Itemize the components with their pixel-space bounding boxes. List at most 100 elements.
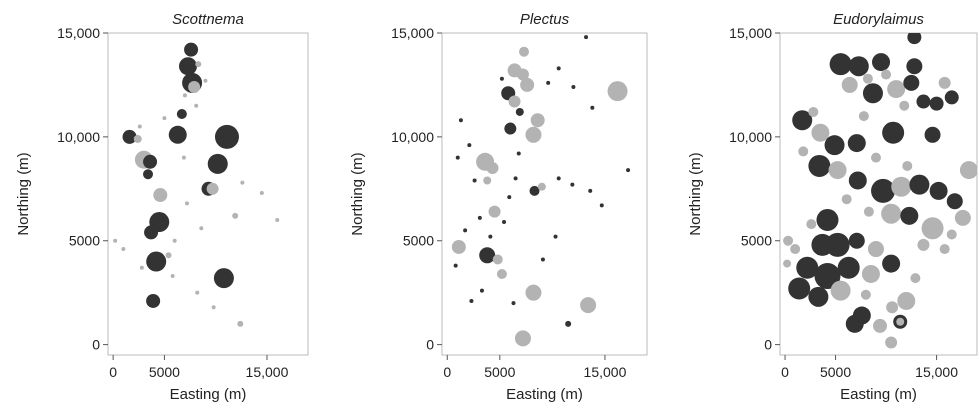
data-point xyxy=(825,232,850,257)
data-point xyxy=(929,96,944,111)
data-point xyxy=(525,284,542,301)
x-axis-label: Easting (m) xyxy=(840,386,917,403)
data-point xyxy=(897,291,916,310)
data-point xyxy=(519,46,529,57)
data-point xyxy=(814,263,841,290)
data-point xyxy=(504,122,517,135)
y-tick-label: 15,000 xyxy=(57,25,100,41)
data-point xyxy=(792,110,813,131)
panel-title: Eudorylaimus xyxy=(833,11,924,28)
data-point xyxy=(479,247,496,264)
x-tick-label: 5000 xyxy=(484,364,515,380)
data-point xyxy=(172,238,177,243)
data-point xyxy=(858,111,869,122)
data-point xyxy=(203,78,208,83)
data-point xyxy=(508,95,521,108)
y-axis-label: Northing (m) xyxy=(15,152,32,235)
data-point xyxy=(453,263,458,268)
data-point xyxy=(830,280,851,301)
data-point xyxy=(259,190,264,195)
data-point xyxy=(848,171,867,190)
data-point xyxy=(502,220,507,225)
points-layer xyxy=(113,42,280,327)
data-point xyxy=(525,126,542,143)
data-point xyxy=(570,182,575,187)
data-point xyxy=(783,235,794,246)
panel-3: Eudorylaimus 0 5000 10,000 15,000 0 5000 15,000… xyxy=(687,11,978,403)
data-point xyxy=(143,169,153,180)
points-layer xyxy=(783,33,977,349)
data-point xyxy=(146,251,167,272)
data-point xyxy=(829,53,852,76)
data-point xyxy=(182,93,187,98)
x-tick-label: 0 xyxy=(781,364,789,380)
data-point xyxy=(516,68,529,81)
y-axis-label: Northing (m) xyxy=(349,152,366,235)
data-point xyxy=(946,229,957,240)
data-point xyxy=(847,134,866,153)
data-point xyxy=(873,318,888,333)
data-point xyxy=(181,155,186,160)
data-point xyxy=(153,188,168,203)
x-tick-label: 15,000 xyxy=(584,364,627,380)
x-tick-label: 5000 xyxy=(820,364,851,380)
data-point xyxy=(540,257,545,262)
data-point xyxy=(886,301,899,314)
data-point xyxy=(906,58,923,75)
data-point xyxy=(837,256,860,279)
data-point xyxy=(206,182,219,195)
data-point xyxy=(143,154,158,169)
data-point xyxy=(113,238,118,243)
data-point xyxy=(184,42,199,57)
panel-title: Scottnema xyxy=(172,11,244,28)
data-point xyxy=(824,135,845,156)
data-point xyxy=(477,215,482,220)
x-tick-label: 0 xyxy=(109,364,117,380)
data-point xyxy=(213,268,234,289)
data-point xyxy=(529,185,540,196)
data-point xyxy=(515,107,524,116)
data-point xyxy=(469,298,474,303)
y-tick-label: 5000 xyxy=(741,233,772,249)
data-point xyxy=(896,317,905,326)
data-point xyxy=(808,286,829,307)
data-point xyxy=(488,234,493,239)
y-tick-label: 10,000 xyxy=(729,129,772,145)
data-point xyxy=(211,305,216,310)
data-point xyxy=(553,234,558,239)
data-point xyxy=(458,118,463,123)
data-point xyxy=(862,83,883,104)
data-point xyxy=(556,176,561,181)
data-point xyxy=(513,176,518,181)
data-point xyxy=(921,217,944,240)
data-point xyxy=(882,254,901,273)
y-tick-label: 10,000 xyxy=(57,129,100,145)
data-point xyxy=(588,188,593,193)
data-point xyxy=(511,301,516,306)
data-point xyxy=(808,106,819,117)
data-point xyxy=(507,195,512,200)
data-point xyxy=(146,293,161,308)
data-point xyxy=(556,66,561,71)
data-point xyxy=(133,134,142,143)
data-point xyxy=(938,76,951,89)
data-point xyxy=(910,273,921,284)
data-point xyxy=(144,225,159,240)
data-point xyxy=(514,330,531,347)
data-point xyxy=(828,161,847,180)
x-tick-label: 5000 xyxy=(149,364,180,380)
data-point xyxy=(121,247,126,252)
data-point xyxy=(607,81,628,102)
data-point xyxy=(863,206,874,217)
data-point xyxy=(870,152,881,163)
x-tick-label: 15,000 xyxy=(246,364,289,380)
data-point xyxy=(275,217,280,222)
data-point xyxy=(486,162,499,175)
data-point xyxy=(816,208,839,231)
data-point xyxy=(900,206,919,225)
data-point xyxy=(137,124,142,129)
data-point xyxy=(232,212,239,219)
data-point xyxy=(841,76,858,93)
